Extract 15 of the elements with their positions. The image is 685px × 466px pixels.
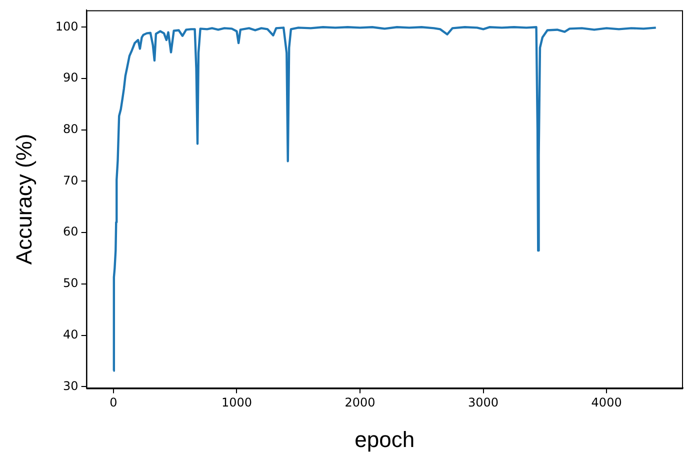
y-tick-label: 30 [63, 378, 78, 393]
x-tick-label: 2000 [344, 396, 376, 410]
x-tick-label: 0 [110, 396, 118, 410]
y-tick-label: 60 [63, 224, 78, 239]
y-tick-label: 90 [63, 70, 78, 85]
y-tick-label: 50 [63, 276, 78, 290]
x-tick-label: 3000 [468, 396, 499, 410]
y-tick-label: 40 [63, 327, 78, 342]
y-axis-title: Accuracy (%) [11, 134, 36, 265]
y-tick-label: 80 [63, 122, 78, 136]
y-tick-label: 100 [55, 19, 78, 34]
x-tick-label: 1000 [221, 396, 252, 410]
x-axis-title: epoch [354, 426, 415, 452]
y-tick-label: 70 [63, 173, 78, 188]
x-tick-label: 4000 [591, 396, 622, 410]
